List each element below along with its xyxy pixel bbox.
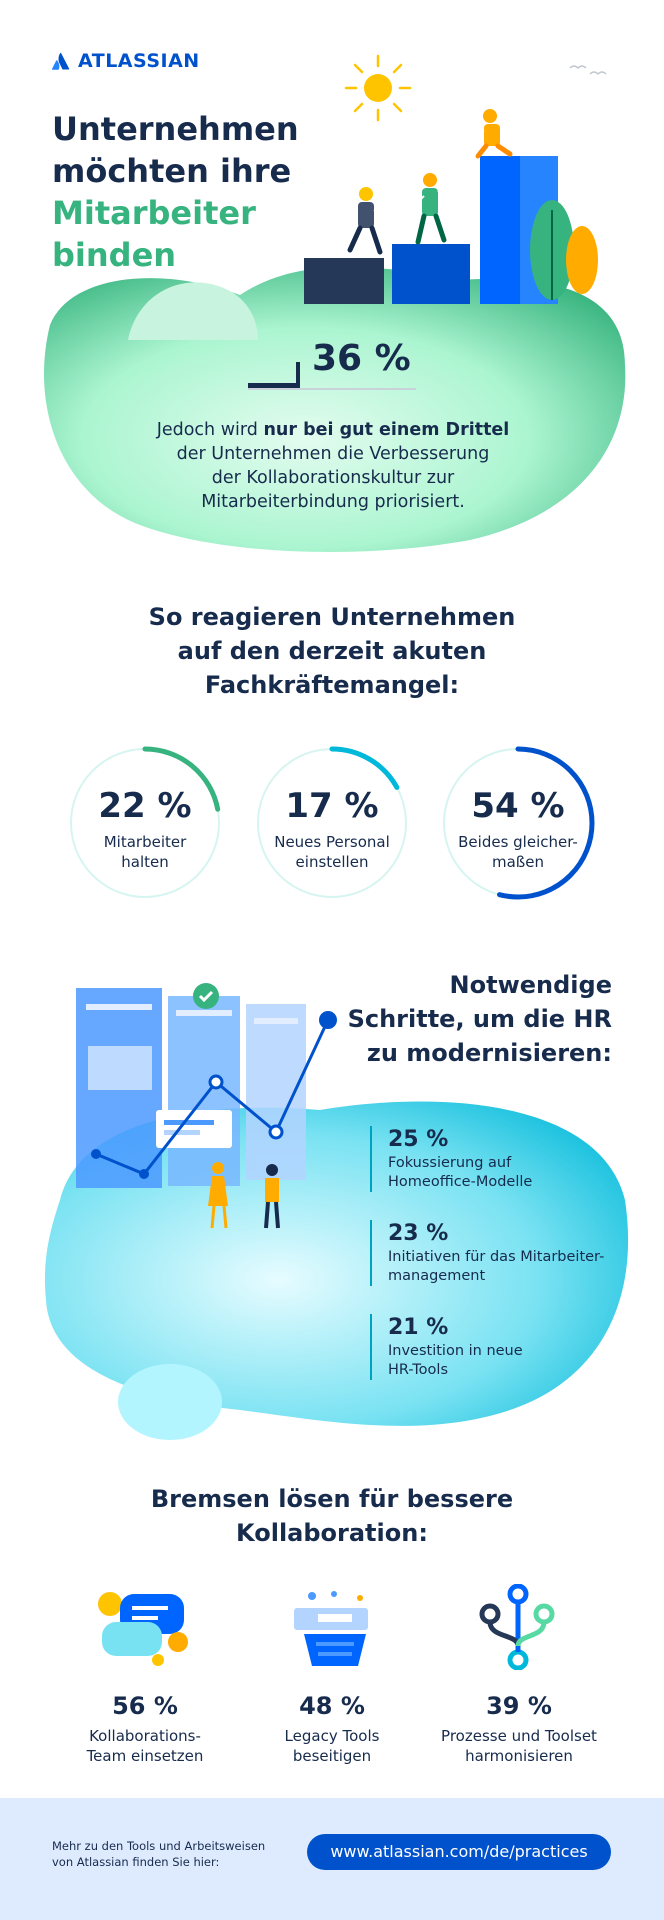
hr-item-label-1: Initiativen für das Mitarbeiter-: [388, 1249, 605, 1265]
reaction-ring: 22 % Mitarbeiter halten: [68, 746, 222, 904]
brakes-title: Bremsen lösen für bessere Kollaboration:: [52, 1482, 612, 1550]
brakes-title-line-1: Bremsen lösen für bessere: [150, 1485, 514, 1513]
reaction-value: 22 %: [98, 786, 192, 826]
tool-value: 56 %: [112, 1692, 178, 1720]
hr-item-label-1: Investition in neue: [388, 1343, 523, 1359]
hr-item-label-2: management: [388, 1268, 486, 1284]
birds-icon: [569, 65, 607, 76]
branch-nodes-icon: [479, 1584, 555, 1670]
footer-text: Mehr zu den Tools und Arbeitsweisen von …: [52, 1838, 282, 1870]
hr-title-line-2: Schritte, um die HR: [347, 1005, 612, 1033]
climbing-team-illustration: [304, 109, 598, 304]
progress-ring-icon: [255, 746, 409, 900]
hr-item: 21 % Investition in neue HR-Tools: [370, 1314, 523, 1380]
progress-ring-icon: [441, 746, 595, 900]
hr-board-illustration: [76, 983, 337, 1229]
tool-value: 39 %: [486, 1692, 552, 1720]
highlight-description: Jedoch wird nur bei gut einem Drittel de…: [130, 418, 536, 514]
reaction-value: 54 %: [471, 786, 565, 826]
chat-bubbles-icon: [98, 1592, 188, 1666]
tool-label: Prozesse und Toolset harmonisieren: [424, 1726, 614, 1766]
tool-label: Legacy Tools beseitigen: [237, 1726, 427, 1766]
title-line-2: möchten ihre: [52, 152, 292, 190]
hr-item: 23 % Initiativen für das Mitarbeiter- ma…: [370, 1220, 604, 1286]
green-hill-shape: [128, 282, 258, 340]
ring-progress-arc: [68, 746, 222, 900]
brand-name: ATLASSIAN: [78, 50, 200, 72]
title-line-3: Mitarbeiter: [52, 194, 256, 232]
hr-item-label-1: Fokussierung auf: [388, 1155, 512, 1171]
tool-label-line-1: Prozesse und Toolset: [441, 1727, 597, 1745]
page-title: Unternehmen möchten ihre Mitarbeiter bin…: [52, 108, 299, 276]
hr-title: Notwendige Schritte, um die HR zu modern…: [348, 968, 612, 1070]
reaction-title-line-3: Fachkräftemangel:: [204, 671, 460, 699]
highlight-line-3: der Kollaborationskultur zur: [211, 468, 455, 488]
reaction-title-line-2: auf den derzeit akuten: [177, 637, 487, 665]
reaction-label-line-2: einstellen: [295, 853, 369, 871]
reaction-label-line-1: Mitarbeiter: [103, 833, 187, 851]
reaction-title: So reagieren Unternehmen auf den derzeit…: [52, 600, 612, 702]
sun-icon: [344, 54, 412, 122]
tool-label-line-2: beseitigen: [292, 1747, 372, 1765]
hr-title-line-1: Notwendige: [449, 971, 612, 999]
reaction-label-line-2: halten: [121, 853, 169, 871]
brakes-title-line-2: Kollaboration:: [236, 1519, 428, 1547]
atlassian-logo: ATLASSIAN: [52, 50, 200, 72]
highlight-value: 36 %: [312, 338, 411, 379]
hr-item-value: 23 %: [388, 1221, 449, 1246]
stat-step-marker: [248, 362, 300, 388]
footer-text-line-2: von Atlassian finden Sie hier:: [52, 1855, 220, 1869]
reaction-title-line-1: So reagieren Unternehmen: [148, 603, 516, 631]
reaction-value: 17 %: [285, 786, 379, 826]
tool-label-line-2: Team einsetzen: [86, 1747, 204, 1765]
title-line-1: Unternehmen: [52, 110, 299, 148]
hr-item: 25 % Fokussierung auf Homeoffice-Modelle: [370, 1126, 532, 1192]
ring-progress-arc: [255, 746, 409, 900]
hr-title-line-3: zu modernisieren:: [366, 1039, 612, 1067]
highlight-bold: nur bei gut einem Drittel: [263, 420, 510, 440]
highlight-pre: Jedoch wird: [156, 420, 264, 440]
highlight-line-4: Mitarbeiterbindung priorisiert.: [201, 492, 465, 512]
progress-ring-icon: [68, 746, 222, 900]
practices-link-button[interactable]: www.atlassian.com/de/practices: [307, 1834, 611, 1870]
footer-text-line-1: Mehr zu den Tools und Arbeitsweisen: [52, 1839, 266, 1853]
reaction-ring: 54 % Beides gleicher-maßen: [441, 746, 595, 904]
title-line-4: binden: [52, 236, 177, 274]
hr-item-value: 21 %: [388, 1315, 449, 1340]
hr-item-label-2: HR-Tools: [388, 1362, 449, 1378]
tool-label-line-2: harmonisieren: [465, 1747, 573, 1765]
stat-underline: [248, 388, 416, 390]
reaction-ring: 17 % Neues Personal einstellen: [255, 746, 409, 904]
hr-item-value: 25 %: [388, 1127, 449, 1152]
tool-label: Kollaborations- Team einsetzen: [50, 1726, 240, 1766]
tool-value: 48 %: [299, 1692, 365, 1720]
tools-stack-icon: [294, 1591, 368, 1666]
highlight-line-2: der Unternehmen die Verbesserung: [176, 444, 490, 464]
hr-item-label-2: Homeoffice-Modelle: [388, 1174, 533, 1190]
ring-progress-arc: [441, 746, 595, 900]
atlassian-logo-icon: [52, 52, 70, 70]
tool-label-line-1: Legacy Tools: [284, 1727, 380, 1745]
tool-label-line-1: Kollaborations-: [89, 1727, 201, 1745]
reaction-label-line-1: Beides gleicher-: [458, 833, 578, 851]
reaction-label-line-2: maßen: [492, 853, 544, 871]
reaction-label-line-1: Neues Personal: [274, 833, 390, 851]
